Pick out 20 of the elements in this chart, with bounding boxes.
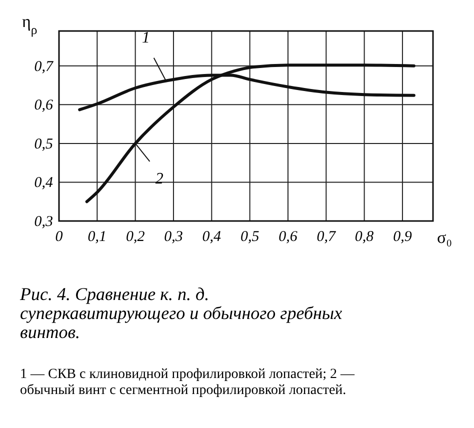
y-tick-label: 0,3 [34,214,53,230]
y-tick-label: 0,7 [34,58,54,75]
x-axis-title: σ₀ [437,228,452,247]
annotation: 1 [142,30,150,47]
x-tick-label: 0,4 [202,229,222,245]
x-tick-label: 0,1 [88,229,107,245]
y-tick-label: 0,6 [34,98,54,114]
x-tick-label: 0,9 [393,229,412,245]
x-tick-label: 0,8 [354,229,374,245]
text: 1 — СКВ с клиновидной профилировкой лопастей; 2 — обычный винт с сегментной профилировкой лопастей. [20,367,356,398]
x-tick-label: 0,5 [240,229,260,245]
x-tick-label: 0,7 [316,229,338,245]
x-tick-label: 0,2 [126,229,146,245]
x-tick-label: 0 [55,229,64,245]
y-tick-label: 0,4 [34,175,54,192]
y-axis-title: η$_{ρ}$ [22,12,38,37]
x-tick-label: 0,3 [164,229,183,245]
y-tick-label: 0,5 [34,136,54,152]
x-tick-label: 0,6 [278,229,298,245]
text: Рис. 4. Сравнение к. п. д. суперкавитирующего и обычного гребных винтов. [19,284,342,342]
